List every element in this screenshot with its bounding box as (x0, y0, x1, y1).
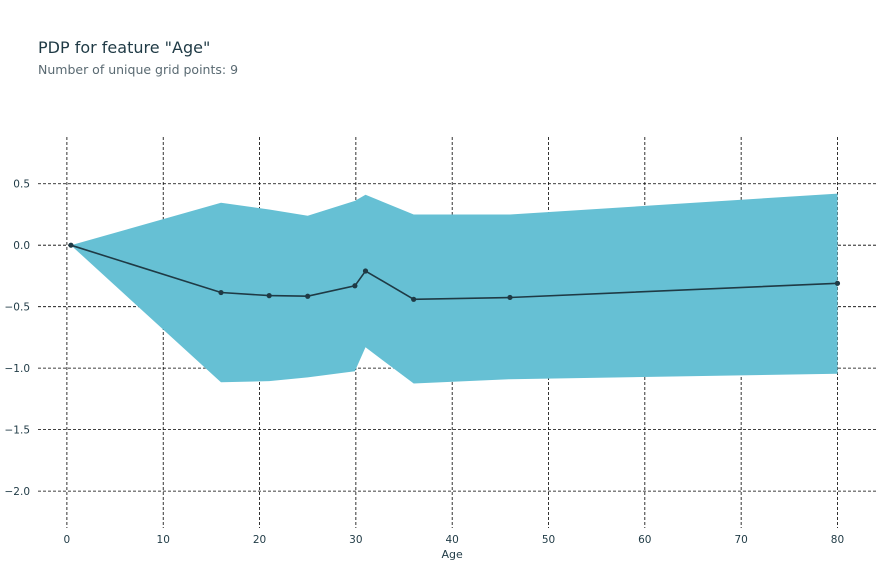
y-tick-label: −0.5 (5, 302, 31, 314)
pdp-point (362, 268, 369, 274)
chart-subtitle: Number of unique grid points: 9 (38, 62, 239, 77)
x-tick-label: 30 (349, 534, 362, 546)
x-axis-label: Age (442, 548, 464, 561)
pdp-point (266, 293, 272, 299)
y-tick-label: 0.5 (13, 179, 30, 191)
x-tick-label: 10 (157, 534, 170, 546)
y-tick-label: −1.0 (5, 363, 31, 375)
pdp-point (305, 293, 311, 299)
y-tick-label: −1.5 (5, 425, 31, 437)
pdp-point (68, 242, 74, 248)
pdp-point (218, 289, 224, 296)
pdp-line-layer (68, 242, 841, 302)
confidence-band (70, 193, 838, 384)
pdp-point (352, 283, 358, 289)
pdp-point (834, 280, 841, 286)
chart-title: PDP for feature "Age" (38, 38, 211, 57)
x-tick-label: 50 (542, 534, 555, 546)
x-tick-label: 80 (831, 534, 844, 546)
x-tick-label: 20 (253, 534, 266, 546)
confidence-band-layer (70, 193, 838, 384)
x-tick-label: 40 (445, 534, 458, 546)
x-tick-label: 70 (734, 534, 747, 546)
tick-labels: 0 10 20 30 40 50 60 70 80 0.5 0.0 −0.5 −1.0 −1.5 −2.0 (5, 179, 845, 546)
pdp-point (411, 296, 417, 302)
x-tick-label: 60 (638, 534, 651, 546)
y-tick-label: 0.0 (13, 240, 30, 252)
y-tick-label: −2.0 (5, 486, 31, 498)
pdp-point (507, 294, 513, 301)
x-tick-label: 0 (64, 534, 71, 546)
